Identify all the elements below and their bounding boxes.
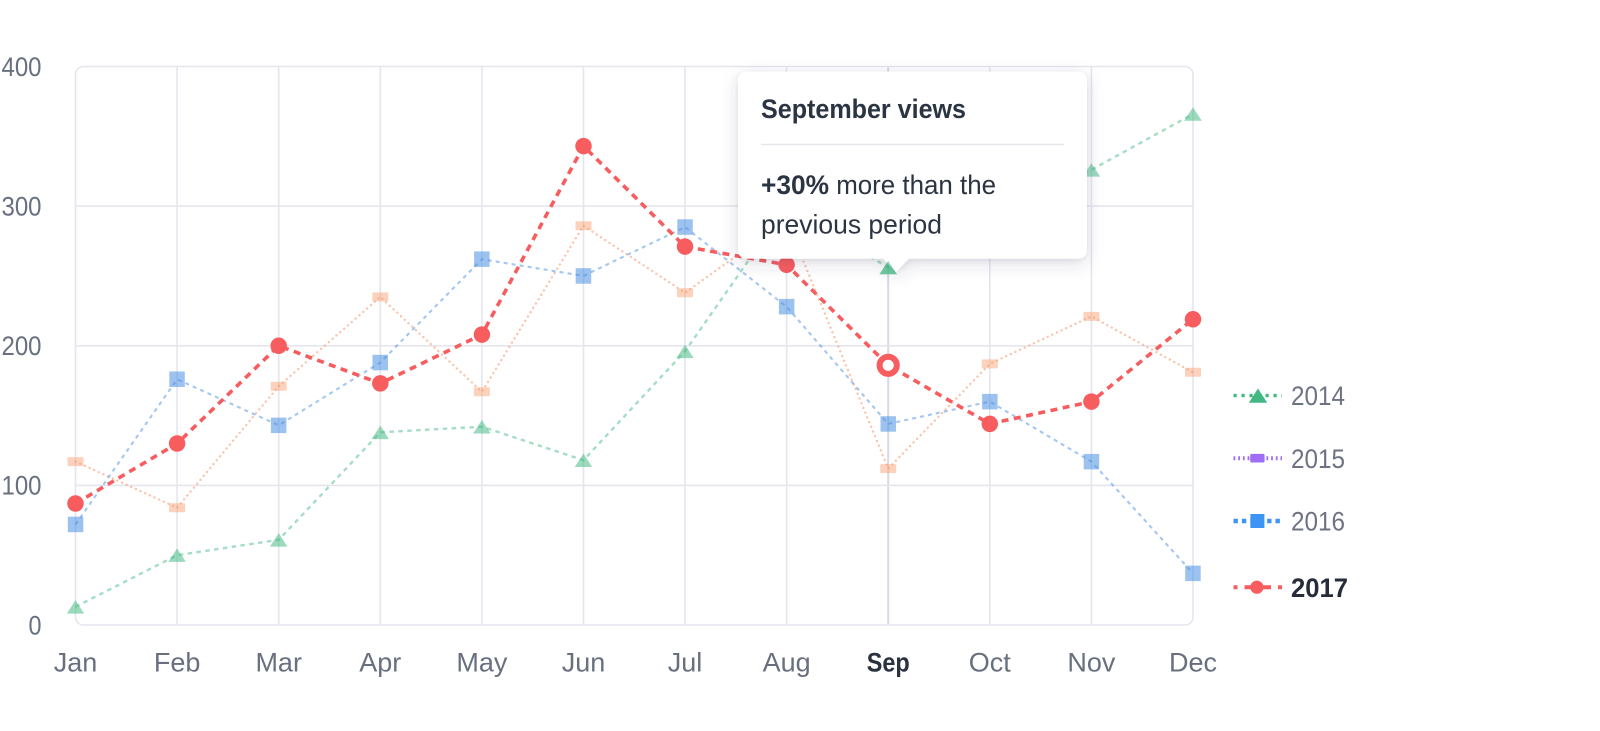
svg-text:Apr: Apr [359, 648, 401, 678]
svg-text:0: 0 [29, 610, 42, 640]
svg-text:Jan: Jan [54, 648, 98, 678]
svg-text:2016: 2016 [1291, 507, 1345, 537]
svg-text:2014: 2014 [1291, 381, 1345, 411]
svg-text:2015: 2015 [1291, 444, 1345, 474]
svg-text:May: May [456, 648, 508, 678]
svg-text:2017: 2017 [1291, 573, 1348, 603]
svg-text:+30% more than the: +30% more than the [761, 170, 996, 200]
svg-text:Feb: Feb [154, 648, 201, 678]
svg-text:Jul: Jul [668, 648, 703, 678]
svg-text:Dec: Dec [1169, 648, 1217, 678]
svg-text:Aug: Aug [763, 648, 811, 678]
svg-text:September views: September views [761, 94, 966, 124]
svg-text:Sep: Sep [867, 648, 910, 678]
svg-text:200: 200 [2, 331, 42, 361]
svg-text:Jun: Jun [562, 648, 606, 678]
svg-text:300: 300 [2, 191, 42, 221]
svg-text:Oct: Oct [969, 648, 1012, 678]
svg-text:previous period: previous period [761, 210, 942, 240]
svg-text:Nov: Nov [1067, 648, 1116, 678]
svg-text:100: 100 [2, 471, 42, 501]
svg-text:400: 400 [2, 52, 42, 82]
svg-text:Mar: Mar [255, 648, 302, 678]
